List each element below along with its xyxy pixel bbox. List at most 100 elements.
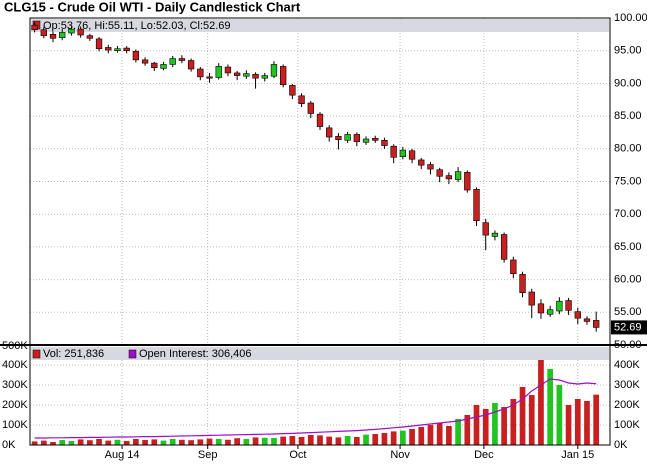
- volume-bar: [225, 439, 231, 445]
- volume-bar: [142, 440, 148, 445]
- candle-body: [31, 24, 38, 31]
- y-tick-label: 85.00: [614, 110, 642, 122]
- volume-bar: [510, 399, 517, 445]
- candle-body: [95, 38, 103, 50]
- candle-body: [556, 300, 563, 312]
- volume-bar: [492, 403, 498, 445]
- candle-body: [270, 64, 278, 77]
- volume-bar: [289, 436, 296, 445]
- candle-body: [289, 85, 296, 96]
- x-tick-label: Oct: [289, 449, 306, 461]
- volume-tick-label: 200K: [2, 399, 28, 411]
- volume-bar: [436, 423, 443, 445]
- volume-bar: [363, 434, 369, 445]
- candle-body: [298, 95, 305, 104]
- volume-bar: [123, 441, 130, 445]
- candle-body: [197, 68, 204, 78]
- last-price-label: 52.69: [614, 321, 642, 333]
- volume-bar: [160, 440, 167, 445]
- candle-body: [187, 60, 195, 70]
- candle-body: [593, 320, 600, 328]
- volume-bar: [584, 401, 590, 445]
- volume-tick-label: 200K: [614, 399, 640, 411]
- volume-bar: [400, 430, 406, 445]
- volume-bar: [169, 439, 176, 445]
- legend-swatch: [128, 349, 137, 359]
- chart-title: CLG15 - Crude Oil WTI - Daily Candlestic…: [4, 0, 301, 14]
- volume-bar: [307, 435, 314, 445]
- candle-body: [408, 150, 416, 160]
- last-price-tag: [611, 320, 647, 335]
- volume-bar: [280, 436, 287, 445]
- legend-band: [31, 347, 609, 360]
- candle-body: [574, 311, 581, 319]
- candle-body: [482, 222, 489, 236]
- volume-bar: [427, 425, 434, 445]
- candle-body: [372, 138, 379, 141]
- candle-body: [178, 58, 186, 61]
- candle-body: [418, 159, 425, 166]
- candle-body: [362, 138, 370, 143]
- volume-bar: [501, 407, 507, 445]
- volume-bar: [464, 415, 471, 445]
- volume-bar: [390, 431, 397, 445]
- candle-body: [473, 189, 480, 222]
- volume-bar: [482, 409, 489, 445]
- candle-body: [86, 35, 93, 39]
- volume-bar: [77, 439, 84, 445]
- volume-bar: [353, 437, 360, 445]
- candle-body: [77, 28, 84, 36]
- candle-body: [381, 139, 388, 146]
- candle-body: [537, 303, 545, 314]
- legend-label: Vol: 251,836: [43, 348, 104, 360]
- legend-swatch: [32, 349, 41, 359]
- candle-body: [436, 169, 443, 177]
- volume-bar: [381, 433, 388, 445]
- candle-body: [261, 75, 268, 79]
- volume-bar: [409, 429, 415, 445]
- open-interest-line: [34, 378, 597, 439]
- x-tick-label: Aug 14: [105, 449, 140, 461]
- candle-body: [206, 76, 213, 79]
- candle-body: [233, 72, 241, 76]
- volume-tick-label: 400K: [2, 359, 28, 371]
- volume-tick-label: 300K: [614, 379, 640, 391]
- volume-tick-label: 0K: [2, 439, 16, 451]
- candle-body: [500, 234, 508, 260]
- candle-body: [160, 64, 167, 69]
- candle-body: [123, 47, 130, 51]
- candle-body: [49, 34, 57, 39]
- candle-body: [169, 58, 176, 65]
- candle-body: [252, 73, 259, 79]
- volume-bar: [105, 440, 112, 445]
- volume-bar: [261, 437, 268, 445]
- volume-bar: [96, 439, 102, 445]
- candle-body: [390, 145, 397, 158]
- candle-body: [215, 66, 222, 78]
- candle-body: [114, 48, 121, 51]
- volume-bar: [446, 426, 452, 445]
- volume-tick-label: 0K: [614, 439, 628, 451]
- candle-body: [454, 171, 462, 180]
- volume-bar: [298, 437, 305, 445]
- volume-bar: [151, 439, 158, 445]
- volume-bar: [317, 435, 323, 445]
- volume-bar: [538, 355, 544, 445]
- candle-body: [280, 66, 287, 86]
- candle-body: [105, 47, 112, 51]
- x-tick-label: Sep: [198, 449, 218, 461]
- volume-bar: [133, 439, 139, 445]
- volume-bar: [59, 440, 66, 445]
- candle-body: [307, 102, 314, 114]
- candle-body: [40, 29, 47, 36]
- volume-bar: [565, 405, 572, 445]
- candle-body: [68, 28, 75, 34]
- candle-body: [427, 164, 434, 170]
- y-tick-label: 75.00: [614, 175, 642, 187]
- volume-bar: [188, 440, 194, 445]
- volume-bar: [326, 436, 333, 445]
- volume-tick-label: 400K: [614, 359, 640, 371]
- volume-tick-label: 300K: [2, 379, 28, 391]
- volume-bar: [335, 437, 342, 445]
